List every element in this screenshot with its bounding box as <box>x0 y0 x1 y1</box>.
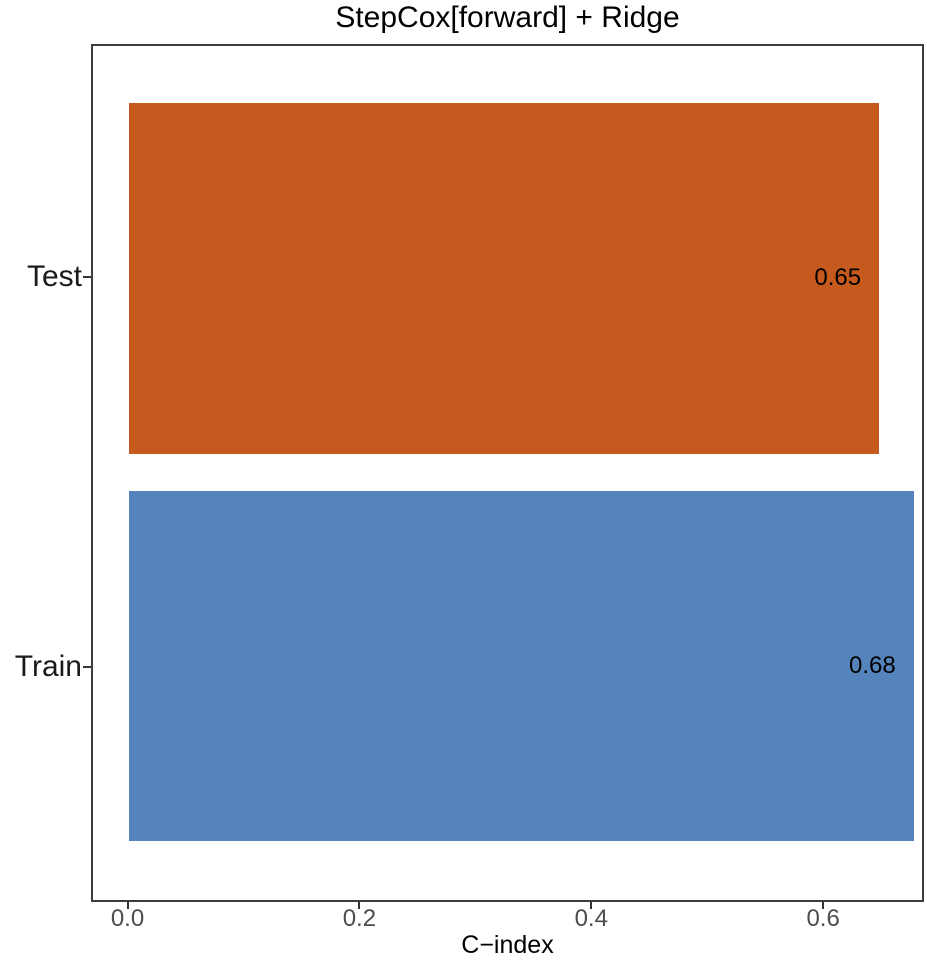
y-axis-label-test: Test <box>26 260 82 294</box>
x-tick-label: 0.2 <box>342 905 377 932</box>
bar-test <box>129 102 880 454</box>
y-tick-mark <box>83 276 91 279</box>
chart-title: StepCox[forward] + Ridge <box>335 1 680 34</box>
x-tick-label: 0.4 <box>574 905 608 932</box>
x-tick-label: 0.0 <box>110 905 145 932</box>
x-tick-label: 0.6 <box>806 905 840 932</box>
y-axis-label-train: Train <box>14 649 82 683</box>
y-tick-mark <box>83 665 91 668</box>
x-tick-mark <box>590 902 593 909</box>
plot-panel: 0.65 0.68 <box>91 44 924 902</box>
bar-value-label-train: 0.68 <box>849 652 896 679</box>
bar-train <box>129 490 914 842</box>
bar-value-label-test: 0.65 <box>814 264 862 292</box>
x-axis-title: C−index <box>461 931 554 959</box>
x-tick-mark <box>822 902 825 909</box>
x-tick-mark <box>358 902 361 909</box>
x-tick-mark <box>126 902 129 909</box>
